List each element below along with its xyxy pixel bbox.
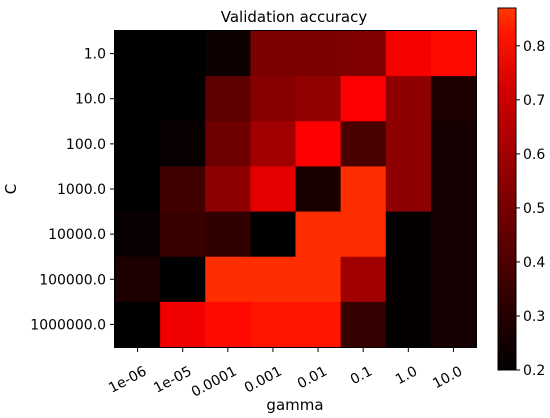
x-tick-label: 0.1 <box>348 364 375 389</box>
heatmap-cell <box>160 211 206 258</box>
x-tick-label: 1e-05 <box>151 364 194 397</box>
heatmap-cell <box>205 166 251 213</box>
heatmap-cell <box>430 76 477 122</box>
colorbar-tick-labels: 0.2 0.3 0.4 0.5 0.6 0.7 0.8 <box>516 39 545 379</box>
chart-title: Validation accuracy <box>221 8 368 26</box>
y-tick-label: 100000.0 <box>39 272 106 288</box>
heatmap-cells <box>115 31 477 348</box>
heatmap-cell <box>340 31 387 77</box>
x-tick-label: 0.0001 <box>189 364 240 401</box>
heatmap-cell <box>160 256 206 303</box>
heatmap-cell <box>250 166 296 213</box>
y-tick-label: 10.0 <box>75 92 106 108</box>
heatmap-cell <box>205 76 251 122</box>
colorbar-tick-label: 0.8 <box>523 39 545 55</box>
heatmap-cell <box>205 301 251 348</box>
heatmap-cell <box>295 76 342 122</box>
x-tick-label: 0.01 <box>295 364 330 393</box>
heatmap-cell <box>295 211 342 258</box>
colorbar-tick-label: 0.6 <box>523 147 545 163</box>
heatmap-cell <box>340 256 387 303</box>
colorbar-tick-label: 0.4 <box>523 255 545 271</box>
heatmap-cell <box>115 121 161 167</box>
heatmap-cell <box>385 31 432 77</box>
x-tick-label: 1.0 <box>393 364 420 389</box>
heatmap-cell <box>430 301 477 348</box>
heatmap-cell <box>250 121 296 167</box>
heatmap-cell <box>115 76 161 122</box>
x-axis-label: gamma <box>266 396 323 414</box>
heatmap-cell <box>340 211 387 258</box>
heatmap-cell <box>205 121 251 167</box>
colorbar <box>497 7 517 371</box>
heatmap-cell <box>340 166 387 213</box>
heatmap-cell <box>295 301 342 348</box>
heatmap-cell <box>160 76 206 122</box>
colorbar-tick-label: 0.7 <box>523 93 545 109</box>
heatmap-cell <box>385 211 432 258</box>
heatmap-cell <box>430 211 477 258</box>
heatmap-cell <box>205 31 251 77</box>
y-tick-label: 1000.0 <box>57 182 106 198</box>
heatmap-cell <box>115 31 161 77</box>
y-tick-label: 1000000.0 <box>30 317 106 333</box>
y-tick-label: 100.0 <box>66 137 106 153</box>
y-tick-labels: 1.0 10.0 100.0 1000.0 10000.0 100000.0 1000000… <box>30 47 115 333</box>
heatmap-cell <box>430 256 477 303</box>
heatmap-cell <box>430 166 477 213</box>
heatmap-cell <box>385 121 432 167</box>
heatmap-cell <box>295 121 342 167</box>
heatmap-cell <box>385 256 432 303</box>
heatmap-cell <box>250 256 296 303</box>
heatmap-cell <box>385 301 432 348</box>
heatmap-cell <box>430 31 477 77</box>
heatmap-cell <box>250 301 296 348</box>
heatmap-cell <box>160 31 206 77</box>
colorbar-tick-label: 0.2 <box>523 363 545 379</box>
heatmap-cell <box>340 76 387 122</box>
y-axis-label: C <box>2 184 20 194</box>
x-tick-label: 0.001 <box>242 364 285 397</box>
heatmap-cell <box>115 211 161 258</box>
heatmap-cell <box>340 301 387 348</box>
heatmap-cell <box>295 256 342 303</box>
colorbar-tick-label: 0.3 <box>523 309 545 325</box>
heatmap-cell <box>250 211 296 258</box>
y-tick-label: 1.0 <box>84 47 106 63</box>
heatmap-cell <box>205 211 251 258</box>
heatmap-cell <box>115 301 161 348</box>
heatmap-cell <box>160 166 206 213</box>
heatmap-cell <box>160 301 206 348</box>
heatmap-cell <box>430 121 477 167</box>
heatmap-cell <box>385 166 432 213</box>
heatmap-cell <box>250 76 296 122</box>
heatmap-cell <box>115 166 161 213</box>
colorbar-tick-label: 0.5 <box>523 201 545 217</box>
heatmap-cell <box>205 256 251 303</box>
heatmap-cell <box>115 256 161 303</box>
heatmap-cell <box>340 121 387 167</box>
heatmap-cell <box>295 31 342 77</box>
x-tick-labels: 1e-06 1e-050.0001 0.001 0.01 0.1 1.0 10.0 <box>106 347 465 401</box>
heatmap-cell <box>385 76 432 122</box>
heatmap-cell <box>160 121 206 167</box>
heatmap-cell <box>250 31 296 77</box>
x-tick-label: 1e-06 <box>106 363 149 396</box>
y-tick-label: 10000.0 <box>48 227 106 243</box>
heatmap-cell <box>295 166 342 213</box>
x-tick-label: 10.0 <box>430 364 465 393</box>
